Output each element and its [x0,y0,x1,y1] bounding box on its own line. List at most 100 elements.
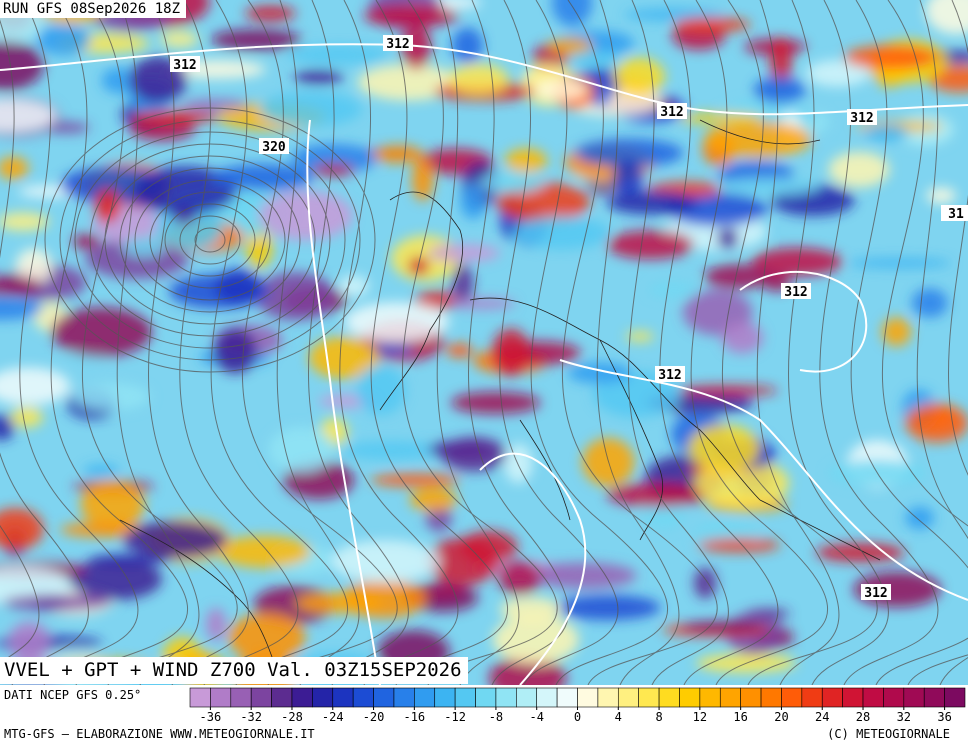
streamline [467,0,569,685]
streamline [210,0,348,685]
field-blob [122,236,166,257]
contour-label: 312 [660,105,683,120]
wind-streamlines [0,0,968,685]
field-blob [373,145,424,164]
contour-label-bg [941,205,968,221]
colorbar-box [373,687,395,708]
streamline [499,0,619,685]
field-blob [613,158,643,197]
streamline [0,19,89,685]
field-blob [751,247,843,277]
colorbar-box [903,687,925,708]
field-blob [205,607,227,642]
colorbar-box [699,687,721,708]
contour-label-bg [259,138,289,154]
field-blob [567,362,632,384]
colorbar-box [842,687,864,708]
colorbar-box [454,687,476,708]
field-blob [555,594,661,621]
field-blob [450,391,541,414]
streamline [561,0,718,685]
field-blob [363,4,459,28]
field-blob [460,182,486,220]
colorbar-box [271,687,293,708]
colorbar-tick-label: 8 [655,710,662,724]
field-blob [498,561,541,595]
colorbar-tick-label: 12 [693,710,707,724]
contour-label-bg [781,283,811,299]
field-blob [213,328,258,374]
field-blob [72,233,101,250]
colorbar-box [862,687,884,708]
field-blob [287,44,391,65]
field-blob [0,414,15,441]
streamline [119,167,301,313]
weather-map: 312 312 320 312 312 31 312 312 312 [0,0,968,685]
streamline [50,0,188,685]
field-blob [228,612,306,662]
field-blob [452,263,474,305]
field-blob [0,212,50,231]
colorbar-tick-label: -12 [444,710,466,724]
contour-label: 320 [262,140,286,155]
field-blob [15,248,53,285]
field-blob [293,70,344,85]
field-blob [130,110,221,124]
field-blob [606,482,710,507]
streamline [147,0,249,685]
field-blob [721,321,764,354]
field-blob [291,143,377,174]
field-blob [258,190,353,241]
field-blob [926,187,957,204]
field-blob [753,76,806,105]
contour-label: 312 [864,586,887,601]
contour-label-bg [655,366,685,382]
colorbar-tick-label: -24 [322,710,344,724]
colorbar-box [495,687,517,708]
field-blob [703,121,813,158]
field-blob [160,31,199,48]
streamline [81,0,238,685]
colorbar-tick-label: 0 [574,710,581,724]
colorbar-tick-label: 32 [897,710,911,724]
field-blob [0,507,44,550]
contour-label-bg [383,35,413,51]
field-blob [606,190,699,215]
field-blob [10,407,44,428]
field-blob [210,29,302,51]
colorbar-box [536,687,558,708]
streamline [116,0,200,685]
field-blob [0,275,42,296]
field-blob [409,487,458,512]
data-source: DATI NCEP GFS 0.25° [4,688,142,702]
field-blob [681,621,764,633]
gpt-contours [0,43,968,685]
field-blob [512,216,611,250]
streamline [659,0,779,685]
field-blob [491,328,530,377]
colorbar-box [434,687,456,708]
colorbar-tick-label: 36 [937,710,951,724]
streamline [721,0,878,685]
field-blob [504,443,533,484]
colorbar-box [475,687,497,708]
field-blob [211,164,314,191]
field-blob [181,99,248,111]
field-blob [881,317,912,347]
field-blob [441,436,507,472]
map-title: VVEL + GPT + WIND Z700 Val. 03Z15SEP2026 [0,657,468,684]
colorbar-box [821,687,843,708]
colorbar-box [719,687,741,708]
streamline [756,0,840,685]
contour-label-bg [861,584,891,600]
field-blob [492,614,579,665]
field-blob [123,521,228,559]
colorbar-tick-label: -36 [200,710,222,724]
coastlines [119,119,881,681]
colorbar-box [801,687,823,708]
field-blob [268,427,334,473]
contour-labels: 312 312 320 312 312 31 312 312 312 [170,35,968,601]
streamline [194,227,226,253]
field-blob [83,464,120,478]
